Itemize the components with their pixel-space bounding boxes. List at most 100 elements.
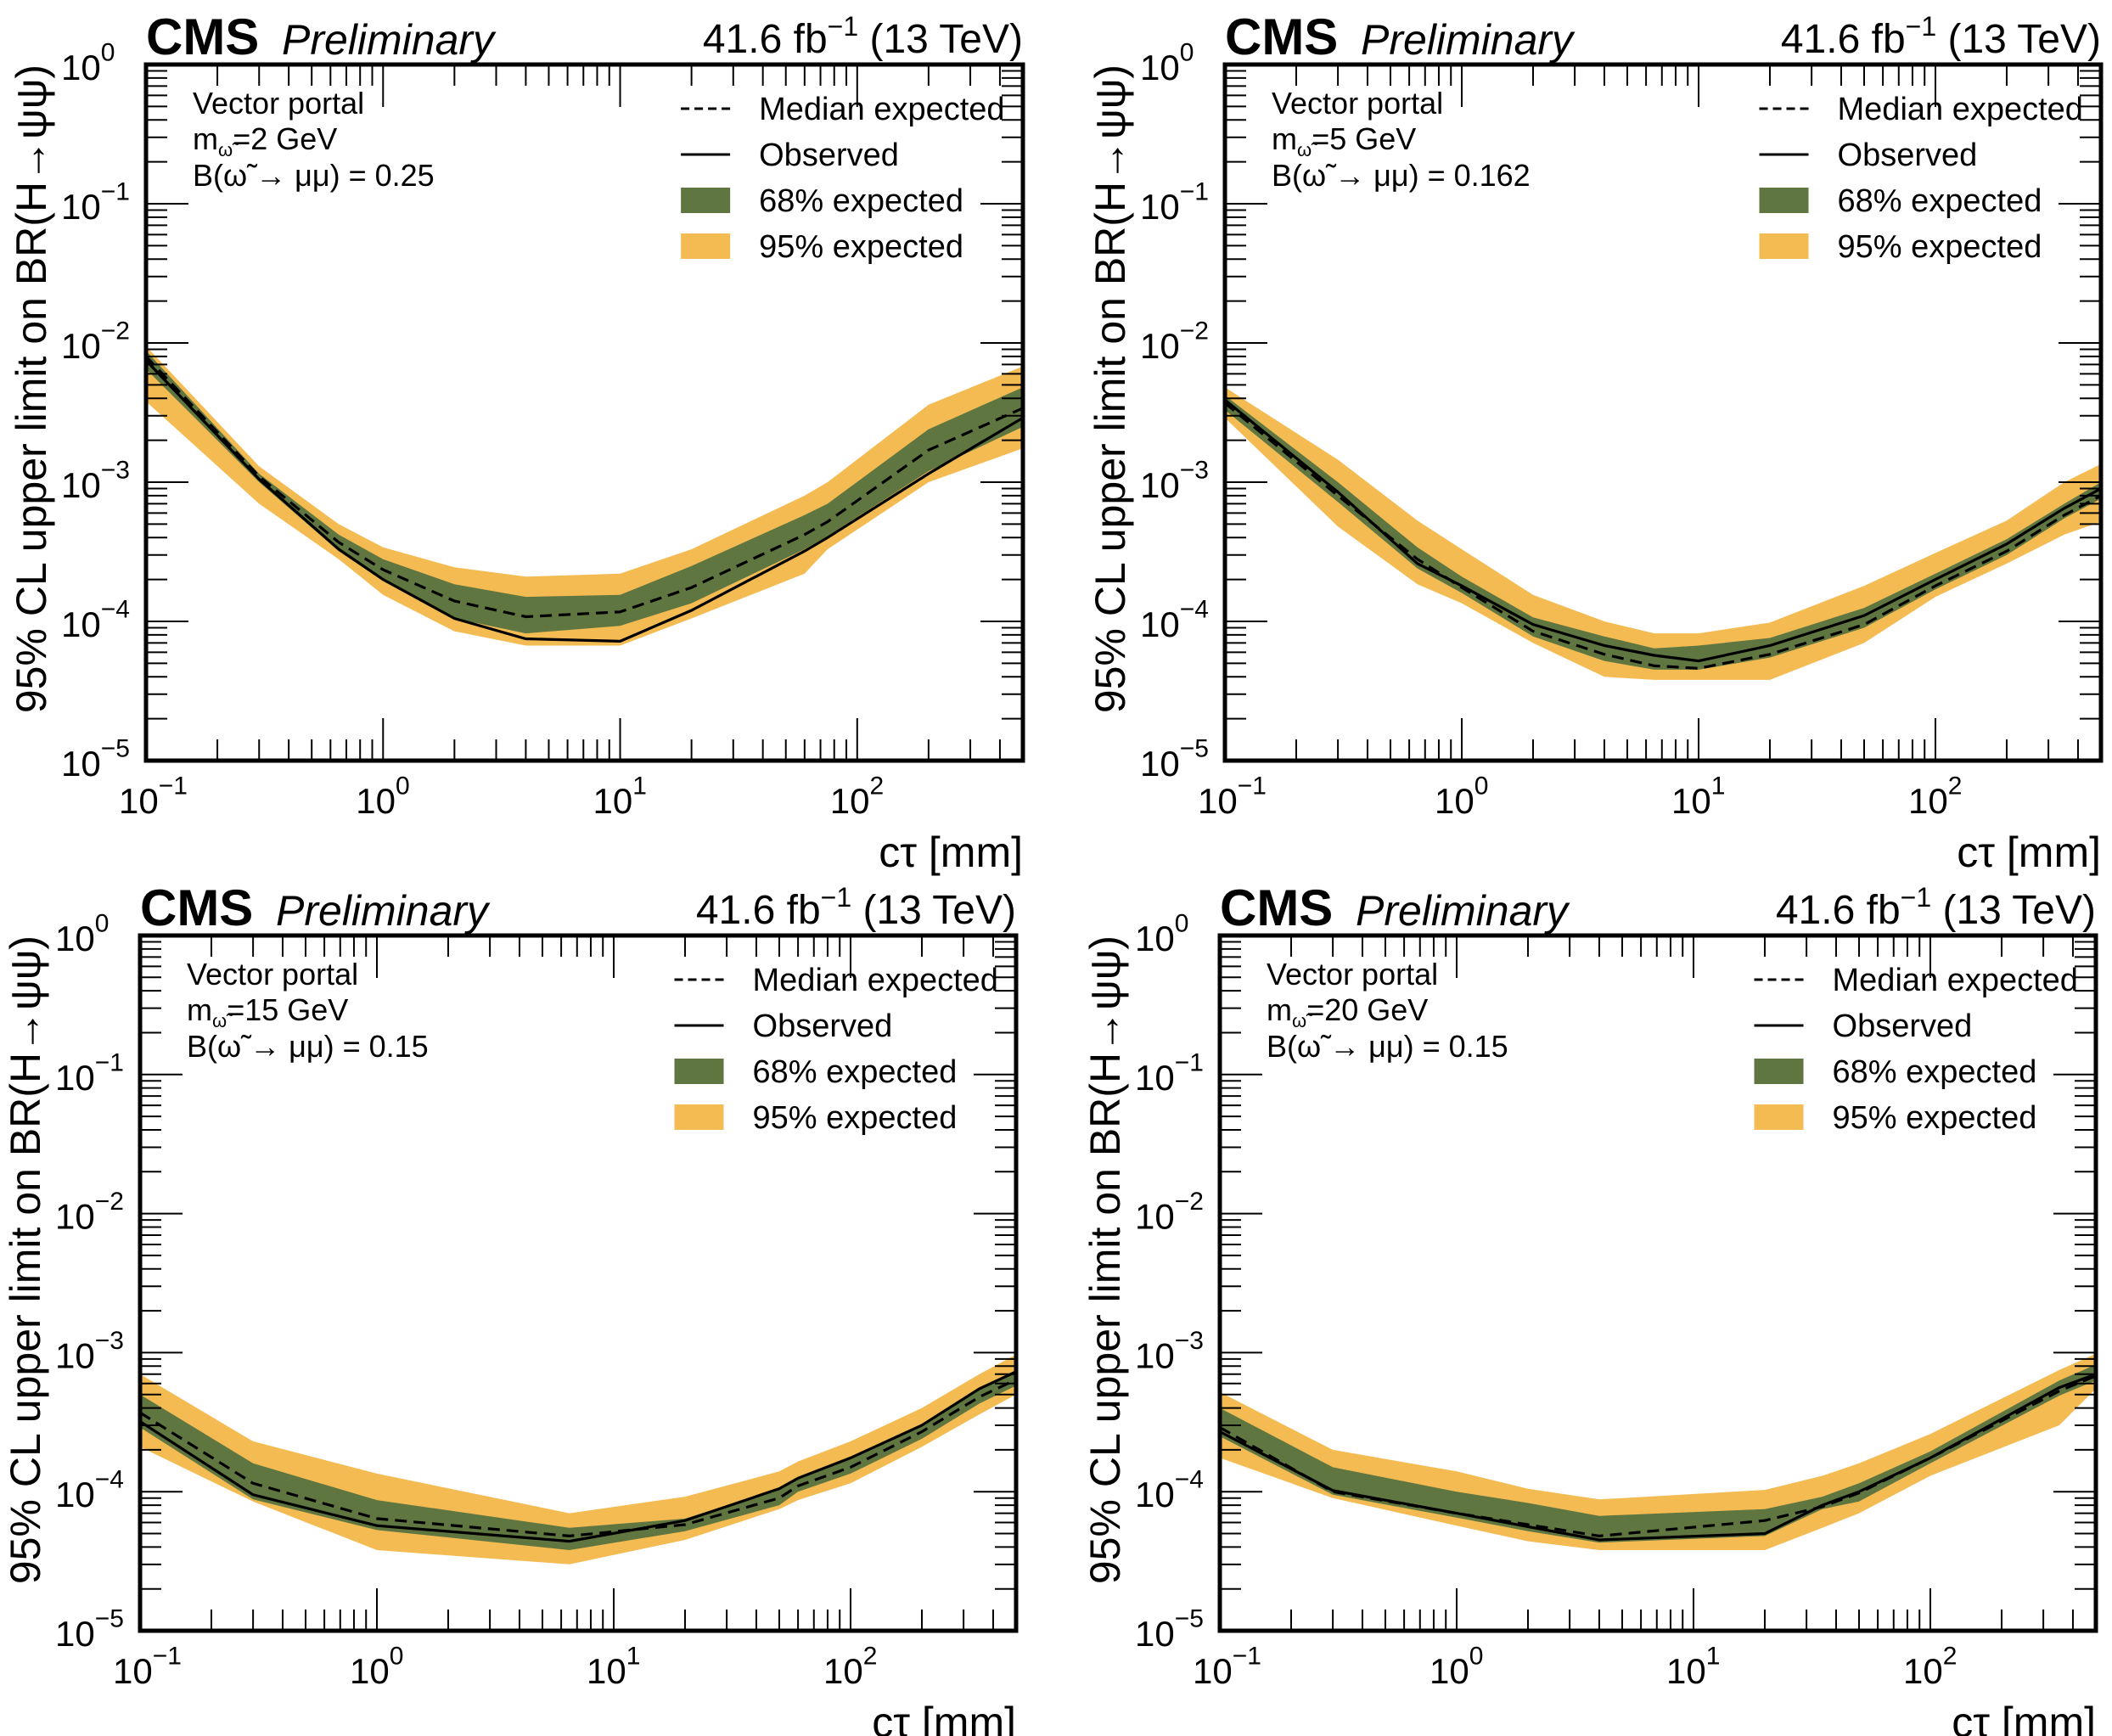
x-tick-label-exponent: 2 — [863, 1643, 878, 1671]
legend-label: 68% expected — [1838, 183, 2042, 219]
legend-label: Observed — [759, 138, 899, 173]
legend-label: 95% expected — [759, 229, 963, 265]
lumi-value: 41.6 fb — [1776, 888, 1901, 933]
y-tick-label-exponent: −4 — [1175, 1466, 1204, 1494]
y-tick-label: 10−1 — [1135, 1048, 1204, 1098]
y-tick-label-exponent: −4 — [95, 1466, 124, 1494]
y-tick-label: 10−3 — [1135, 1327, 1204, 1376]
y-tick-label: 10−3 — [1140, 457, 1209, 506]
x-tick-label: 102 — [1908, 772, 1962, 822]
y-tick-label-exponent: 0 — [1180, 39, 1194, 67]
y-axis-label: 95% CL upper limit on BR(H→ψψ) — [8, 65, 55, 713]
legend-swatch-95 — [681, 233, 731, 259]
y-tick-label-base: 10 — [61, 604, 101, 644]
lumi-label: 41.6 fb−1 (13 TeV) — [703, 11, 1023, 62]
y-tick-label-exponent: −5 — [101, 735, 130, 763]
x-tick-label-base: 10 — [119, 781, 159, 821]
x-tick-label-exponent: 1 — [1711, 772, 1726, 801]
y-axis-label: 95% CL upper limit on BR(H→ψψ) — [1087, 65, 1134, 713]
mass-value: =2 GeV — [233, 121, 337, 156]
y-tick-label-base: 10 — [1140, 744, 1180, 784]
band-68-expected — [1225, 395, 2101, 670]
x-tick-label-exponent: 1 — [626, 1643, 641, 1671]
x-tick-label: 102 — [823, 1643, 877, 1692]
mass-symbol: m — [193, 121, 218, 156]
y-tick-label-base: 10 — [1140, 604, 1180, 644]
x-tick-label-exponent: −1 — [159, 772, 188, 801]
x-tick-label: 100 — [1435, 772, 1488, 822]
y-tick-label-base: 10 — [1140, 48, 1180, 87]
line-observed — [1225, 398, 2101, 663]
y-tick-label-base: 10 — [55, 1475, 95, 1514]
y-tick-label: 10−3 — [55, 1327, 124, 1376]
legend-label: Observed — [753, 1008, 893, 1044]
y-tick-label: 100 — [1135, 910, 1188, 959]
legend-label: Median expected — [753, 963, 998, 998]
y-tick-label: 10−2 — [1140, 317, 1209, 367]
branching-ratio-label: B(ω̃ → μμ) = 0.15 — [187, 1029, 429, 1064]
y-tick-label: 10−2 — [1135, 1188, 1204, 1237]
y-tick-label-exponent: −4 — [1180, 596, 1209, 624]
y-tick-label: 10−5 — [61, 735, 130, 784]
energy-label: (13 TeV) — [1936, 17, 2101, 62]
y-tick-label: 10−5 — [1135, 1605, 1204, 1655]
legend-swatch-68 — [1759, 188, 1809, 213]
legend-label: 95% expected — [1833, 1100, 2037, 1136]
y-tick-label: 100 — [55, 910, 109, 959]
preliminary-label: Preliminary — [282, 16, 497, 64]
legend-swatch-95 — [1759, 233, 1809, 259]
y-tick-label-exponent: −1 — [101, 178, 130, 206]
x-tick-label-base: 10 — [1671, 781, 1711, 821]
y-tick-label-base: 10 — [61, 744, 101, 784]
legend-swatch-68 — [674, 1059, 724, 1084]
energy-label: (13 TeV) — [851, 888, 1016, 933]
legend-label: Median expected — [759, 92, 1004, 127]
x-tick-label-base: 10 — [1903, 1651, 1943, 1691]
y-tick-label-base: 10 — [1135, 1197, 1175, 1237]
legend-swatch-95 — [1754, 1104, 1804, 1130]
legend-label: Observed — [1838, 138, 1978, 173]
x-tick-label-base: 10 — [823, 1651, 863, 1691]
x-tick-label: 100 — [356, 772, 409, 822]
y-tick-label: 10−4 — [55, 1466, 124, 1515]
y-tick-label-base: 10 — [1140, 187, 1180, 227]
lumi-exponent: −1 — [828, 11, 858, 42]
y-tick-label-exponent: −5 — [1175, 1605, 1204, 1633]
y-tick-label: 10−4 — [1135, 1466, 1204, 1515]
mass-value: =5 GeV — [1312, 121, 1416, 156]
lumi-label: 41.6 fb−1 (13 TeV) — [1776, 882, 2096, 933]
y-tick-label-exponent: −4 — [101, 596, 130, 624]
x-tick-label: 101 — [1666, 1643, 1720, 1692]
x-tick-label-base: 10 — [350, 1651, 390, 1691]
legend-label: 68% expected — [753, 1054, 958, 1090]
y-tick-label-base: 10 — [61, 326, 101, 366]
x-tick-label-base: 10 — [1193, 1651, 1233, 1691]
lumi-exponent: −1 — [1906, 11, 1936, 42]
x-tick-label-base: 10 — [587, 1651, 626, 1691]
plot-area — [1220, 1353, 2096, 1550]
y-tick-label-base: 10 — [1135, 1475, 1175, 1514]
y-tick-label-exponent: −3 — [101, 457, 130, 485]
mass-label: mω̃=2 GeV — [193, 121, 337, 160]
x-tick-label-exponent: 2 — [1948, 772, 1963, 801]
lumi-value: 41.6 fb — [696, 888, 821, 933]
y-tick-label-exponent: −2 — [1180, 317, 1209, 346]
legend-swatch-95 — [674, 1104, 724, 1130]
y-tick-label-exponent: −3 — [95, 1327, 124, 1355]
legend-label: 95% expected — [753, 1100, 958, 1136]
plot-frame — [143, 62, 1025, 763]
x-tick-label-base: 10 — [113, 1651, 153, 1691]
y-tick-label-exponent: −1 — [1180, 178, 1209, 206]
y-tick-label-base: 10 — [1140, 465, 1180, 505]
x-axis-label: cτ [mm] — [1952, 1699, 2096, 1736]
x-tick-label-base: 10 — [1908, 781, 1948, 821]
x-tick-label-exponent: 0 — [1469, 1643, 1484, 1671]
y-tick-label: 10−3 — [61, 457, 130, 506]
y-tick-label: 100 — [61, 39, 115, 88]
band-95-expected — [146, 346, 1023, 646]
plot-frame — [1222, 62, 2104, 763]
y-tick-label-exponent: −2 — [101, 317, 130, 346]
y-tick-label: 10−4 — [1140, 596, 1209, 645]
